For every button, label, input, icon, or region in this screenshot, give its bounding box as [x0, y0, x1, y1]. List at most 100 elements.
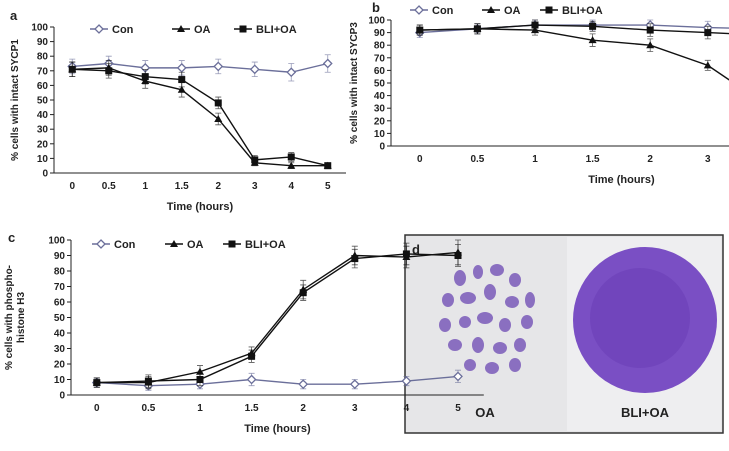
x-axis-label: Time (hours): [167, 201, 234, 213]
x-tick-label: 0: [94, 403, 100, 414]
panel-label: b: [372, 0, 380, 15]
y-axis-label: % cells with intact SYCP1: [10, 39, 21, 161]
y-tick-label: 10: [37, 154, 49, 165]
y-tick-label: 100: [48, 236, 65, 247]
y-tick-label: 40: [374, 91, 386, 102]
x-tick-label: 4: [288, 181, 294, 192]
marker: [196, 376, 204, 383]
y-tick-label: 30: [37, 125, 49, 136]
panel-label: d: [412, 242, 420, 257]
marker: [401, 376, 412, 386]
marker: [214, 99, 222, 107]
y-label-line: % cells with intact SYCP1: [10, 39, 21, 161]
legend-marker: [239, 25, 247, 33]
x-tick-label: 2: [215, 181, 221, 192]
y-tick-label: 60: [37, 81, 49, 92]
marker: [322, 58, 333, 69]
marker: [646, 41, 655, 49]
marker: [589, 22, 597, 30]
chart: a 0 10 20 30 40 50 60 70 80 90 100 0 0.5 1 1.5 2 3 4 5 Time …: [10, 8, 346, 213]
marker: [298, 379, 309, 390]
y-tick-label: 40: [54, 329, 66, 340]
marker: [248, 352, 256, 360]
marker: [588, 36, 597, 44]
marker: [324, 162, 332, 170]
y-tick-label: 90: [37, 37, 49, 48]
legend-marker: [170, 240, 178, 247]
x-tick-label: 1.5: [175, 181, 189, 192]
y-tick-label: 10: [374, 129, 386, 140]
chart: b010203040506070809010000.511.52345Time …: [349, 0, 729, 186]
y-tick-label: 50: [37, 96, 49, 107]
marker: [177, 85, 186, 93]
y-tick-label: 100: [31, 23, 48, 34]
chromosomes: [439, 264, 535, 374]
marker: [416, 26, 424, 34]
x-tick-label: 3: [705, 154, 711, 165]
y-tick-label: 100: [368, 16, 385, 27]
y-tick-label: 50: [374, 79, 386, 90]
marker: [349, 379, 360, 390]
y-tick-label: 80: [54, 267, 66, 278]
legend-label: BLI+OA: [562, 5, 603, 17]
marker: [646, 26, 654, 34]
legend-marker: [545, 6, 553, 14]
x-tick-label: 1.5: [245, 403, 259, 414]
marker: [141, 73, 149, 81]
y-tick-label: 0: [59, 391, 65, 402]
marker: [68, 65, 76, 73]
panel-d: d OA BLI+OA: [404, 234, 724, 434]
y-tick-label: 80: [374, 41, 386, 52]
series-line: [419, 28, 729, 81]
panel-label: a: [10, 8, 18, 23]
legend-label: BLI+OA: [245, 239, 286, 251]
legend-marker: [96, 239, 106, 249]
legend-marker: [487, 6, 495, 13]
marker: [213, 61, 224, 72]
x-tick-label: 1.5: [586, 154, 600, 165]
marker: [531, 21, 539, 29]
x-tick-label: 0.5: [102, 181, 116, 192]
y-tick-label: 60: [54, 298, 66, 309]
marker: [454, 252, 462, 259]
marker: [473, 25, 481, 33]
y-axis-label: % cells with phospho-histone H3: [4, 265, 27, 370]
x-tick-label: 5: [325, 181, 331, 192]
y-label-line: % cells with phospho-: [4, 265, 15, 370]
x-tick-label: 3: [252, 181, 258, 192]
y-label-line: % cells with intact SYCP3: [349, 22, 360, 144]
marker: [249, 64, 260, 75]
panel-label: c: [8, 230, 15, 245]
legend-label: Con: [112, 24, 134, 36]
y-tick-label: 10: [54, 375, 66, 386]
x-tick-label: 1: [197, 403, 203, 414]
y-tick-label: 40: [37, 110, 49, 121]
x-tick-label: 4: [404, 403, 410, 414]
legend-marker: [177, 25, 185, 32]
caption: BLI+OA: [621, 405, 670, 420]
y-tick-label: 90: [54, 251, 66, 262]
series-line: [96, 375, 459, 387]
marker: [176, 62, 187, 73]
marker: [703, 61, 712, 69]
x-tick-label: 2: [300, 403, 306, 414]
y-axis-label: % cells with intact SYCP3: [349, 22, 360, 144]
x-tick-label: 0.5: [470, 154, 484, 165]
legend-label: Con: [432, 5, 454, 17]
marker: [351, 255, 359, 263]
y-tick-label: 0: [42, 169, 48, 180]
marker: [286, 67, 297, 78]
series-line: [419, 24, 729, 35]
x-tick-label: 1: [142, 181, 148, 192]
series-line: [96, 253, 459, 384]
marker: [453, 371, 463, 382]
y-tick-label: 30: [54, 344, 66, 355]
y-tick-label: 60: [374, 66, 386, 77]
marker: [287, 161, 296, 169]
y-tick-label: 50: [54, 313, 66, 324]
marker: [214, 114, 223, 122]
marker: [251, 156, 259, 164]
legend-label: BLI+OA: [256, 24, 297, 36]
marker: [402, 250, 410, 258]
